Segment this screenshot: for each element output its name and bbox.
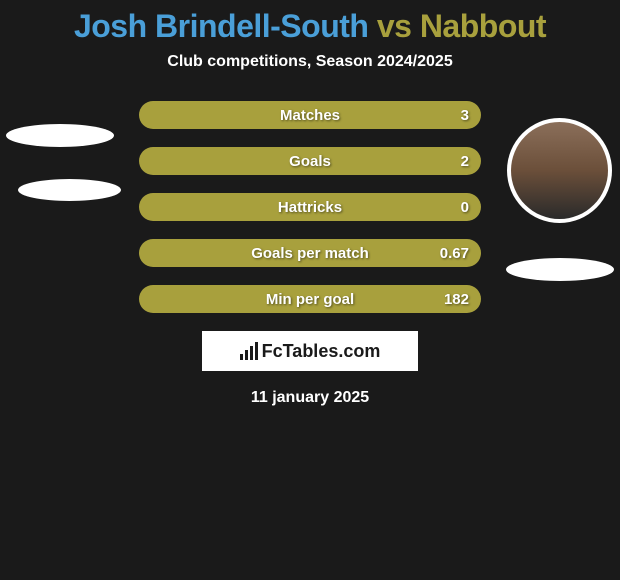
stat-value: 2 [461,153,469,170]
stat-label: Goals [139,153,481,170]
stat-value: 0 [461,199,469,216]
player2-avatar [507,118,612,223]
decorative-ellipse [6,124,114,147]
avatar-face-placeholder [511,122,608,219]
chart-icon [240,342,258,360]
date-text: 11 january 2025 [0,389,620,407]
player1-name: Josh Brindell-South [74,8,369,44]
subtitle: Club competitions, Season 2024/2025 [0,53,620,71]
stat-label: Min per goal [139,291,481,308]
stat-label: Hattricks [139,199,481,216]
decorative-ellipse [18,179,121,201]
stat-value: 0.67 [440,245,469,262]
stat-value: 182 [444,291,469,308]
avatar-circle [507,118,612,223]
brand-logo: FcTables.com [240,341,381,362]
vs-text: vs [368,8,419,44]
title-row: Josh Brindell-South vs Nabbout [0,0,620,45]
stat-label: Goals per match [139,245,481,262]
stat-row-matches: Matches 3 [139,101,481,129]
decorative-ellipse [506,258,614,281]
stat-value: 3 [461,107,469,124]
stats-list: Matches 3 Goals 2 Hattricks 0 Goals per … [139,101,481,313]
brand-text: FcTables.com [262,341,381,362]
stat-row-goals: Goals 2 [139,147,481,175]
brand-logo-box[interactable]: FcTables.com [202,331,418,371]
player2-name: Nabbout [420,8,546,44]
stat-row-goals-per-match: Goals per match 0.67 [139,239,481,267]
stat-row-min-per-goal: Min per goal 182 [139,285,481,313]
stat-row-hattricks: Hattricks 0 [139,193,481,221]
stat-label: Matches [139,107,481,124]
comparison-card: Josh Brindell-South vs Nabbout Club comp… [0,0,620,407]
